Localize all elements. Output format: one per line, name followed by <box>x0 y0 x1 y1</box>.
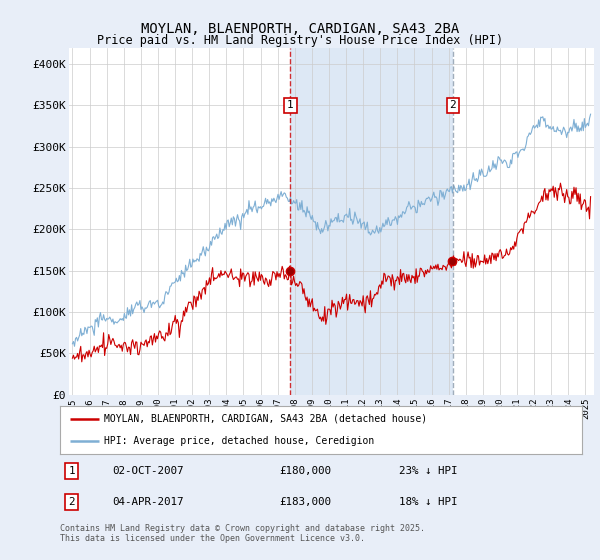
Text: Price paid vs. HM Land Registry's House Price Index (HPI): Price paid vs. HM Land Registry's House … <box>97 34 503 46</box>
Text: 1: 1 <box>68 466 75 476</box>
Bar <box>290 48 453 395</box>
Text: 23% ↓ HPI: 23% ↓ HPI <box>400 466 458 476</box>
Text: 2: 2 <box>68 497 75 507</box>
Text: MOYLAN, BLAENPORTH, CARDIGAN, SA43 2BA (detached house): MOYLAN, BLAENPORTH, CARDIGAN, SA43 2BA (… <box>104 414 427 424</box>
Text: MOYLAN, BLAENPORTH, CARDIGAN, SA43 2BA: MOYLAN, BLAENPORTH, CARDIGAN, SA43 2BA <box>141 22 459 36</box>
Text: 02-OCT-2007: 02-OCT-2007 <box>112 466 184 476</box>
Text: £183,000: £183,000 <box>279 497 331 507</box>
Text: 1: 1 <box>287 100 294 110</box>
Text: 2: 2 <box>449 100 456 110</box>
Text: HPI: Average price, detached house, Ceredigion: HPI: Average price, detached house, Cere… <box>104 436 374 446</box>
Text: £180,000: £180,000 <box>279 466 331 476</box>
Text: Contains HM Land Registry data © Crown copyright and database right 2025.
This d: Contains HM Land Registry data © Crown c… <box>60 524 425 543</box>
Text: 18% ↓ HPI: 18% ↓ HPI <box>400 497 458 507</box>
Text: 04-APR-2017: 04-APR-2017 <box>112 497 184 507</box>
